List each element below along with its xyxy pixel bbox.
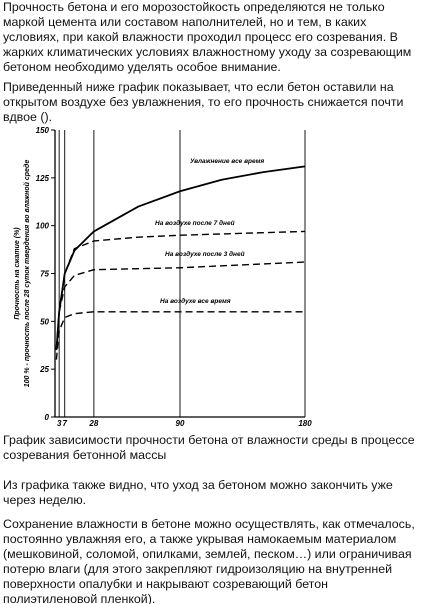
y-tick-label: 75: [40, 270, 49, 279]
text-line: вдвое ().: [3, 110, 53, 124]
y-axis-label: Прочность на сжатие (%): [14, 227, 21, 320]
text-line: Из графика также видно, что уход за бето…: [3, 478, 393, 492]
series-label: На воздухе после 3 дней: [165, 250, 245, 258]
caption: График зависимости прочности бетона от в…: [3, 433, 431, 463]
series-label: На воздухе после 7 дней: [155, 219, 235, 227]
text-line: поверхности опалубки и накрывают созрева…: [3, 577, 328, 591]
text-line: условиях, при какой влажности проходил п…: [3, 30, 398, 44]
y-tick-label: 125: [36, 174, 50, 183]
text-line: Прочность бетона и его морозостойкость о…: [3, 0, 385, 14]
x-tick-label: 3: [57, 419, 62, 428]
paragraph: Прочность бетона и его морозостойкость о…: [3, 0, 431, 75]
paragraph: Сохранение влажности в бетоне можно осущ…: [3, 517, 431, 604]
y-tick-label: 25: [39, 365, 49, 374]
paragraph: Из графика также видно, что уход за бето…: [3, 478, 431, 508]
text-line: созревания бетонной массы: [3, 448, 167, 462]
x-tick-label: 180: [298, 419, 312, 428]
chart: 0 25 50 75 100 125 150 3 7 28 90 180 Прочность на сж…: [14, 126, 312, 428]
series-line: [55, 311, 305, 360]
text-line: потерю влаги (для этого закрепляют гидро…: [3, 562, 393, 576]
text-line: маркой цемента или составом наполнителей…: [3, 15, 367, 29]
text-line: Сохранение влажности в бетоне можно осущ…: [3, 517, 415, 531]
text-line: жарких климатических условиях влажностно…: [3, 45, 412, 59]
y-tick-label: 100: [36, 222, 50, 231]
y-tick-label: 0: [45, 413, 50, 422]
text-line: (мешковиной, соломой, опилками, землей, …: [3, 547, 412, 561]
x-tick-label: 7: [62, 419, 67, 428]
text-line: открытом воздухе без увлажнения, то его …: [3, 95, 404, 109]
y-tick-label: 150: [36, 126, 50, 135]
series-label: Увлажнение все время: [190, 158, 264, 165]
series-line: [58, 261, 306, 312]
paragraph: Приведенный ниже график показывает, что …: [3, 80, 431, 125]
text-line: График зависимости прочности бетона от в…: [3, 433, 415, 447]
series-label: На воздухе все время: [160, 297, 231, 305]
x-tick-label: 90: [176, 419, 185, 428]
text-line: через неделю.: [3, 493, 87, 507]
text-line: бетоном необходимо уделять особое вниман…: [3, 60, 281, 74]
x-tick-label: 28: [88, 419, 98, 428]
series-line: [55, 230, 306, 349]
text-line: постоянно увлажняя его, а также укрывая …: [3, 532, 397, 546]
y-axis-label: 100 % - прочность после 28 суток тверден…: [23, 160, 31, 388]
text-line: полиэтиленовой пленкой).: [3, 592, 156, 604]
y-tick-label: 50: [40, 317, 49, 326]
text-line: Приведенный ниже график показывает, что …: [3, 80, 394, 94]
